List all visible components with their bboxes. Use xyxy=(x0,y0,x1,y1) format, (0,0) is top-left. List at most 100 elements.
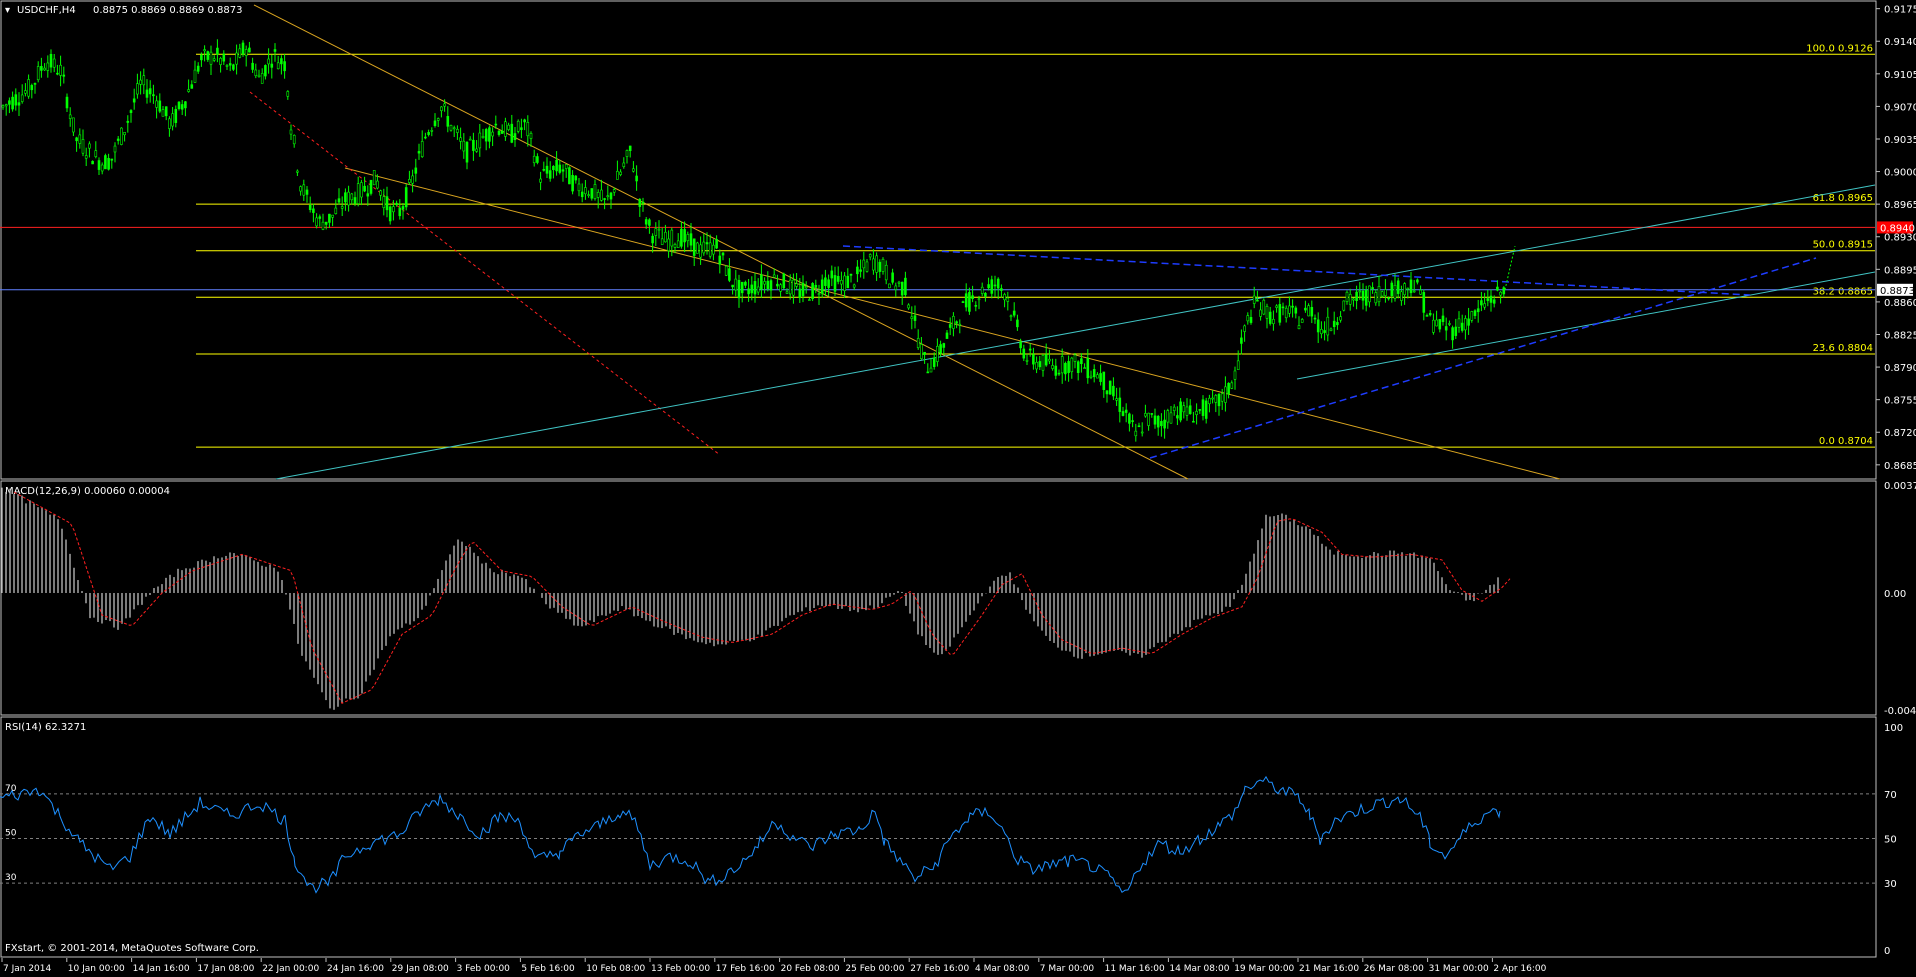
candle-body xyxy=(996,278,1000,289)
candle-body xyxy=(369,179,373,194)
macd-panel[interactable] xyxy=(0,480,1877,716)
candle-body xyxy=(814,284,818,288)
candle-body xyxy=(1035,361,1038,370)
candle-body xyxy=(971,295,974,299)
candle-body xyxy=(980,286,984,294)
candle-body xyxy=(894,285,898,290)
candle-body xyxy=(772,274,776,278)
rsi-tick-label: 0 xyxy=(1884,946,1890,957)
candle-body xyxy=(312,208,315,213)
candle-body xyxy=(1115,398,1118,401)
trend-lines[interactable] xyxy=(0,4,1876,480)
candle-body xyxy=(632,168,635,172)
candle-body xyxy=(811,283,814,300)
candle-body xyxy=(324,221,328,225)
menu-icon[interactable]: ▾ xyxy=(5,5,10,16)
candle-body xyxy=(257,74,261,78)
fib-level-label: 38.2 0.8865 xyxy=(1813,286,1873,297)
candle-body xyxy=(1118,397,1122,412)
candle-body xyxy=(350,193,354,201)
candle-body xyxy=(1179,401,1182,421)
candle-body xyxy=(385,196,389,211)
candle-body xyxy=(699,244,702,258)
candle-body xyxy=(1048,358,1051,362)
candle-body xyxy=(46,62,50,71)
candle-body xyxy=(1064,362,1067,375)
candle-body xyxy=(859,269,862,272)
rsi-panel[interactable] xyxy=(0,716,1877,958)
candle-body xyxy=(840,280,843,285)
candle-body xyxy=(804,286,808,289)
price-tick-label: 0.8860 xyxy=(1884,298,1916,309)
candle-body xyxy=(1220,393,1224,402)
fib-level-label: 61.8 0.8965 xyxy=(1813,193,1873,204)
time-tick-label: 20 Feb 08:00 xyxy=(781,964,840,973)
candle-body xyxy=(760,274,763,290)
candle-body xyxy=(289,129,293,135)
fibonacci-levels[interactable]: 100.0 0.9126 61.8 0.8965 50.0 0.8915 38.2 0… xyxy=(196,43,1875,448)
candle-body xyxy=(1201,399,1205,416)
candle-body xyxy=(1262,299,1266,315)
candle-body xyxy=(446,116,450,127)
candle-body xyxy=(843,275,846,291)
candle-body xyxy=(462,140,466,152)
copyright-text: FXstart, © 2001-2014, MetaQuotes Softwar… xyxy=(5,943,259,954)
time-tick-label: 27 Feb 16:00 xyxy=(910,964,969,973)
candle-body xyxy=(904,277,907,296)
candle-body xyxy=(305,189,309,195)
candle-body xyxy=(827,279,830,288)
candle-body xyxy=(1169,412,1173,424)
channel-upper-line xyxy=(253,4,1189,480)
candle-body xyxy=(1326,316,1330,336)
candle-body xyxy=(664,231,667,243)
candle-body xyxy=(187,89,190,92)
candle-body xyxy=(238,48,242,58)
candle-body xyxy=(1492,299,1496,304)
candle-body xyxy=(1025,359,1029,362)
candle-body xyxy=(782,273,786,289)
candle-body xyxy=(200,54,203,61)
candle-body xyxy=(792,279,795,296)
candle-body xyxy=(993,284,997,287)
candle-body xyxy=(84,155,88,159)
candle-body xyxy=(824,277,827,286)
candle-body xyxy=(299,186,302,192)
time-tick-label: 7 Jan 2014 xyxy=(3,964,51,973)
candle-body xyxy=(932,357,936,367)
candle-body xyxy=(1060,356,1064,374)
candle-body xyxy=(1153,415,1157,425)
candle-body xyxy=(926,371,930,374)
price-tick-label: 0.9070 xyxy=(1884,102,1916,113)
candle-body xyxy=(430,130,434,132)
candle-body xyxy=(1502,287,1506,295)
candle-body xyxy=(689,233,693,246)
price-tick-label: 0.9175 xyxy=(1884,5,1916,16)
candle-body xyxy=(142,75,146,86)
rsi-tick-label: 30 xyxy=(1884,879,1897,890)
candle-body xyxy=(1454,326,1458,336)
main-price-panel[interactable] xyxy=(0,0,1877,480)
candle-body xyxy=(1044,354,1048,366)
candle-body xyxy=(1105,390,1109,395)
candle-body xyxy=(24,90,27,94)
candle-body xyxy=(68,114,72,119)
price-tick-label: 0.9035 xyxy=(1884,135,1916,146)
candle-body xyxy=(705,242,709,245)
candle-body xyxy=(1092,369,1096,378)
candle-body xyxy=(1252,295,1256,304)
candle-body xyxy=(936,345,939,362)
candle-body xyxy=(420,141,424,157)
candle-body xyxy=(1012,310,1016,316)
candle-body xyxy=(30,85,34,91)
candle-body xyxy=(100,164,104,172)
candle-body xyxy=(1428,312,1432,316)
candle-body xyxy=(104,155,107,170)
candle-body xyxy=(987,284,990,289)
candle-body xyxy=(523,119,526,123)
candle-body xyxy=(1054,365,1058,376)
candle-body xyxy=(107,158,110,170)
candle-body xyxy=(340,206,344,209)
candle-body xyxy=(1297,325,1301,330)
candle-body xyxy=(254,69,258,77)
